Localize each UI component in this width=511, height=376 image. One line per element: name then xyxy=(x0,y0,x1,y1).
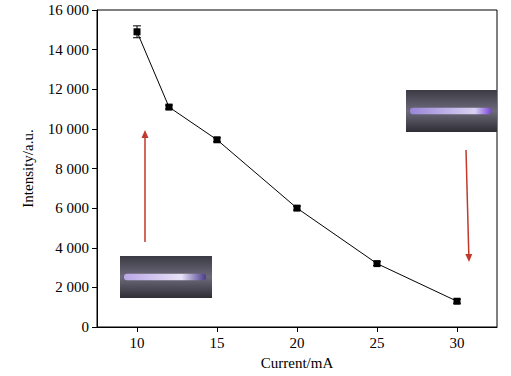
svg-text:20: 20 xyxy=(290,335,305,351)
svg-text:30: 30 xyxy=(450,335,465,351)
svg-text:6 000: 6 000 xyxy=(55,200,89,216)
svg-text:8 000: 8 000 xyxy=(55,161,89,177)
svg-text:0: 0 xyxy=(82,319,90,335)
svg-text:4 000: 4 000 xyxy=(55,240,89,256)
svg-text:16 000: 16 000 xyxy=(48,2,89,18)
svg-text:25: 25 xyxy=(370,335,385,351)
svg-text:10 000: 10 000 xyxy=(48,121,89,137)
svg-text:12 000: 12 000 xyxy=(48,81,89,97)
svg-text:Intensity/a.u.: Intensity/a.u. xyxy=(20,129,36,207)
svg-text:2 000: 2 000 xyxy=(55,279,89,295)
svg-text:10: 10 xyxy=(130,335,145,351)
svg-text:Current/mA: Current/mA xyxy=(261,355,334,371)
svg-text:14 000: 14 000 xyxy=(48,42,89,58)
svg-text:15: 15 xyxy=(210,335,225,351)
